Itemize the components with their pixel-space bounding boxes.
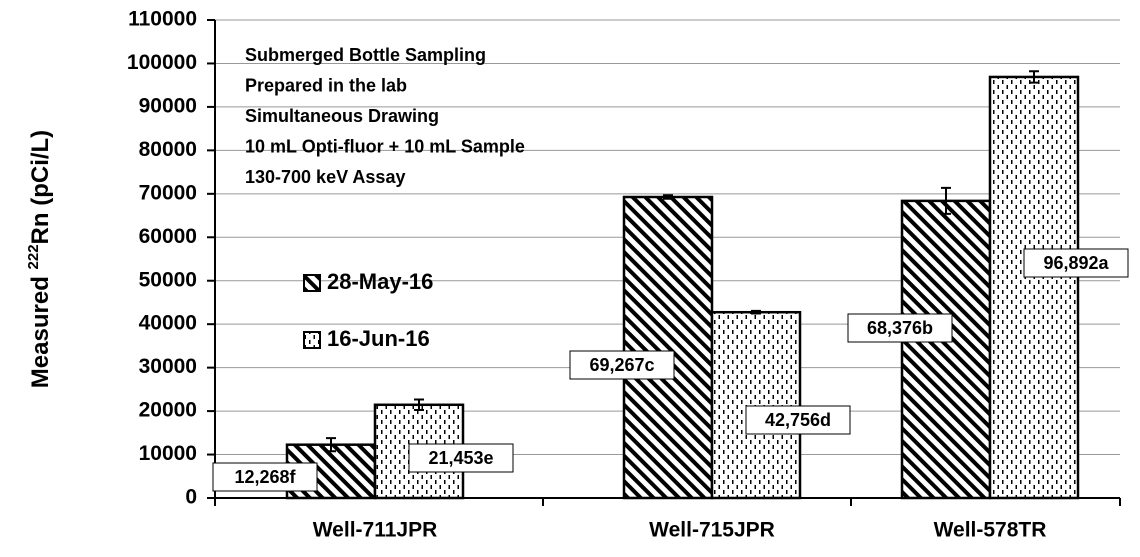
bar (988, 75, 1080, 500)
value-label-box (408, 443, 514, 473)
value-label: 12,268f (234, 467, 296, 487)
y-tick-label: 20000 (139, 399, 197, 422)
y-tick-label: 110000 (128, 8, 197, 31)
legend-swatch (303, 274, 321, 292)
error-bar (326, 437, 336, 453)
value-label: 42,756d (765, 410, 831, 430)
legend-swatch (303, 331, 321, 349)
legend-label: 28-May-16 (327, 269, 433, 294)
error-bar (414, 398, 424, 411)
annotation: Simultaneous Drawing (245, 106, 439, 126)
y-tick-label: 50000 (139, 268, 197, 291)
value-label: 69,267c (589, 355, 654, 375)
bar (710, 310, 802, 500)
y-tick-label: 80000 (139, 138, 197, 161)
error-bar (663, 194, 673, 200)
y-tick-label: 40000 (139, 312, 197, 335)
value-label-box (212, 462, 318, 492)
x-tick-label: Well-578TR (934, 519, 1047, 542)
annotation: 10 mL Opti-fluor + 10 mL Sample (245, 136, 525, 156)
y-tick-label: 90000 (139, 94, 197, 117)
x-tick-label: Well-715JPR (649, 519, 775, 542)
error-bar (751, 309, 761, 315)
y-tick-label: 60000 (139, 225, 197, 248)
value-label: 21,453e (428, 448, 493, 468)
value-label-box (847, 313, 953, 343)
legend-label: 16-Jun-16 (327, 326, 430, 351)
error-bar (941, 186, 951, 215)
value-label: 68,376b (867, 318, 933, 338)
value-label: 96,892a (1043, 253, 1109, 273)
annotation: 130-700 keV Assay (245, 167, 405, 187)
annotation: Submerged Bottle Sampling (245, 45, 486, 65)
error-bar (1029, 70, 1039, 84)
y-tick-label: 70000 (139, 181, 197, 204)
x-tick-label: Well-711JPR (313, 519, 438, 542)
y-tick-label: 10000 (139, 442, 197, 465)
bar (622, 195, 714, 500)
y-axis-label: Measured 222Rn (pCi/L) (25, 130, 54, 388)
bar (900, 199, 992, 500)
value-label-box (745, 405, 851, 435)
value-label-box (569, 350, 675, 380)
y-tick-label: 0 (185, 486, 197, 509)
y-tick-label: 30000 (139, 355, 197, 378)
annotation: Prepared in the lab (245, 75, 407, 95)
y-tick-label: 100000 (127, 51, 197, 74)
value-label-box (1023, 248, 1129, 278)
